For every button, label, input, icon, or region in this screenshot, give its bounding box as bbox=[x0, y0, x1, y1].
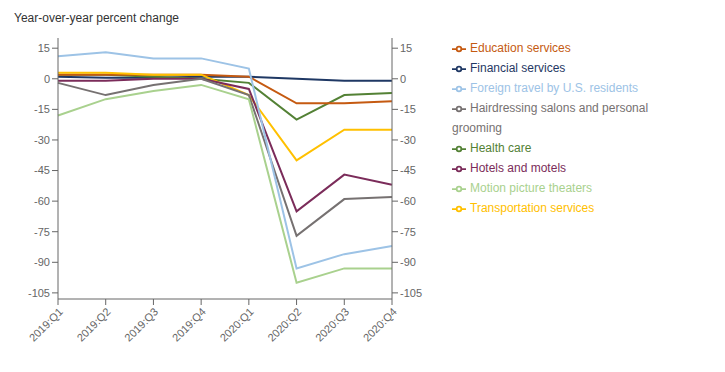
svg-text:-30: -30 bbox=[34, 134, 50, 146]
svg-text:-60: -60 bbox=[34, 195, 50, 207]
svg-text:-60: -60 bbox=[400, 195, 416, 207]
html-text:Transportation services: Transportation services bbox=[470, 201, 595, 215]
svg-text:2019:Q3: 2019:Q3 bbox=[122, 305, 160, 343]
svg-text:-30: -30 bbox=[400, 134, 416, 146]
html-text:Motion picture theaters: Motion picture theaters bbox=[470, 181, 593, 195]
svg-text:0: 0 bbox=[44, 73, 50, 85]
svg-text:0: 0 bbox=[400, 73, 406, 85]
svg-text:-75: -75 bbox=[34, 226, 50, 238]
html-text:Education services: Education services bbox=[470, 41, 571, 55]
svg-text:-15: -15 bbox=[400, 103, 416, 115]
svg-text:2020:Q2: 2020:Q2 bbox=[265, 305, 303, 343]
svg-text:-105: -105 bbox=[28, 287, 50, 299]
svg-text:2020:Q4: 2020:Q4 bbox=[361, 305, 399, 343]
svg-text:15: 15 bbox=[38, 42, 50, 54]
svg-text:2020:Q3: 2020:Q3 bbox=[313, 305, 351, 343]
svg-text:-90: -90 bbox=[34, 256, 50, 268]
html-text:Year-over-year percent change: Year-over-year percent change bbox=[14, 11, 179, 25]
svg-text:-105: -105 bbox=[400, 287, 422, 299]
html-text:Foreign travel by U.S. residen: Foreign travel by U.S. residents bbox=[470, 81, 639, 95]
svg-text:-45: -45 bbox=[400, 164, 416, 176]
svg-text:-90: -90 bbox=[400, 256, 416, 268]
svg-text:-15: -15 bbox=[34, 103, 50, 115]
svg-text:-75: -75 bbox=[400, 226, 416, 238]
html-text:Hotels and motels: Hotels and motels bbox=[470, 161, 566, 175]
svg-text:-45: -45 bbox=[34, 164, 50, 176]
html-text:Financial services: Financial services bbox=[470, 61, 566, 75]
html-text:Health care: Health care bbox=[470, 141, 532, 155]
svg-text:15: 15 bbox=[400, 42, 412, 54]
svg-text:2019:Q1: 2019:Q1 bbox=[27, 305, 65, 343]
html-text:Hairdressing salons and person: Hairdressing salons and personal groomin… bbox=[452, 101, 649, 135]
svg-text:2019:Q4: 2019:Q4 bbox=[170, 305, 208, 343]
svg-text:2020:Q1: 2020:Q1 bbox=[217, 305, 255, 343]
svg-text:2019:Q2: 2019:Q2 bbox=[74, 305, 112, 343]
